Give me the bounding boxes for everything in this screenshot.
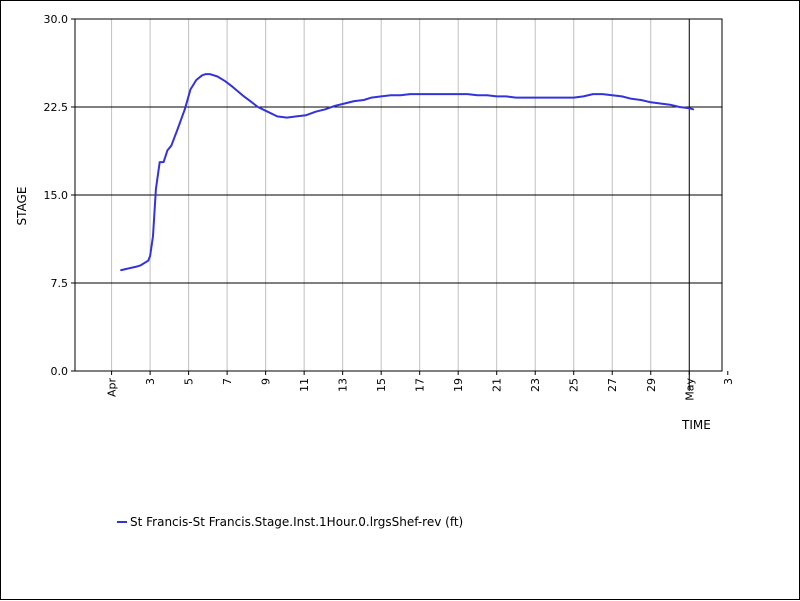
x-tick-label: 15 [375,378,388,392]
y-tick-label: 0.0 [51,365,69,378]
y-axis-title: STAGE [15,187,29,226]
x-tick-label: 11 [298,378,311,392]
x-tick-label: 29 [645,378,658,392]
x-tick-label: 5 [183,378,196,385]
horizontal-gridlines [75,106,722,284]
x-tick-label: 3 [722,378,735,385]
y-tick-label: 7.5 [51,277,69,290]
x-tick-label: Apr [106,378,119,398]
x-tick-label: May [683,378,696,401]
series-line-stage [120,73,695,272]
x-tick-label: 7 [221,378,234,385]
x-tick-label: 21 [491,378,504,392]
x-tick-label: 23 [529,378,542,392]
y-tick-marks [71,18,75,372]
x-tick-label: 13 [337,378,350,392]
legend: St Francis-St Francis.Stage.Inst.1Hour.0… [117,515,463,529]
x-tick-label: 19 [452,378,465,392]
x-tick-marks [111,371,729,375]
y-tick-labels: 0.0 7.5 15.0 22.5 30.0 [44,13,69,378]
legend-label: St Francis-St Francis.Stage.Inst.1Hour.0… [130,515,463,529]
series-layer [120,73,695,272]
x-tick-labels: Apr 3 5 7 9 11 13 15 17 19 21 23 25 27 29 May 3 [106,378,735,401]
y-tick-label: 15.0 [44,189,69,202]
y-tick-label: 30.0 [44,13,69,26]
x-tick-label: 3 [144,378,157,385]
x-tick-label: 17 [414,378,427,392]
x-tick-label: 25 [568,378,581,392]
x-tick-label: 27 [606,378,619,392]
x-axis-title: TIME [681,418,711,432]
y-tick-label: 22.5 [44,101,69,114]
x-tick-label: 9 [260,378,273,385]
